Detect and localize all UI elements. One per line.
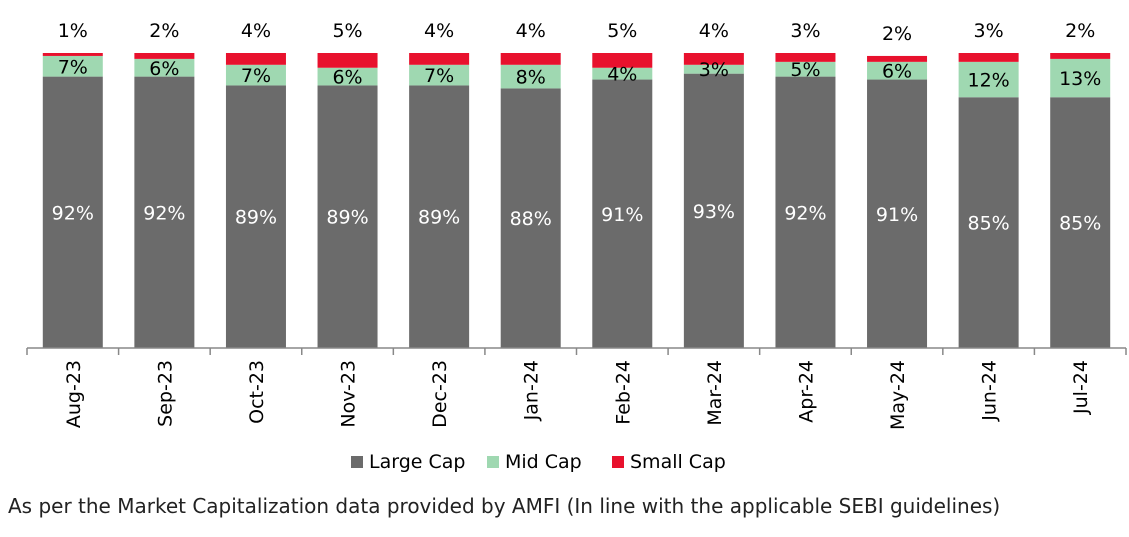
data-label-mid-cap-nov-23: 6% [332, 67, 362, 89]
legend: Large Cap Mid Cap Small Cap [351, 451, 726, 473]
data-label-mid-cap-oct-23: 7% [241, 65, 271, 87]
x-tick-label-dec-23: Dec-23 [429, 360, 451, 428]
data-label-large-cap-jan-24: 88% [510, 208, 552, 230]
bar-large-cap-sep-23 [134, 76, 195, 348]
bar-small-cap-dec-23 [409, 53, 470, 65]
data-label-small-cap-mar-24: 4% [699, 20, 729, 42]
data-label-mid-cap-jul-24: 13% [1059, 68, 1101, 90]
legend-label-small-cap: Small Cap [630, 451, 726, 473]
data-label-mid-cap-feb-24: 4% [607, 64, 637, 86]
data-label-large-cap-dec-23: 89% [418, 207, 460, 229]
data-label-small-cap-sep-23: 2% [149, 20, 179, 42]
legend-label-mid-cap: Mid Cap [505, 451, 582, 473]
x-tick-label-sep-23: Sep-23 [154, 360, 176, 427]
x-tick-label-mar-24: Mar-24 [704, 360, 726, 426]
data-label-small-cap-dec-23: 4% [424, 20, 454, 42]
bar-mid-cap-mar-24 [683, 64, 744, 74]
data-label-mid-cap-may-24: 6% [882, 61, 912, 83]
bar-large-cap-jan-24 [500, 88, 561, 349]
x-tick-label-jan-24: Jan-24 [521, 360, 543, 421]
bar-mid-cap-feb-24 [592, 67, 653, 80]
stacked-bar-chart: 92% 7% 1% 92% 6% 2% 89% 7% 4% 89% 6% 5% 89% 7% 4% 88% 8%… [26, 20, 1127, 473]
bar-large-cap-mar-24 [683, 73, 744, 349]
bar-small-cap-jun-24 [958, 53, 1019, 62]
bar-small-cap-jul-24 [1050, 53, 1111, 59]
x-tick-label-aug-23: Aug-23 [63, 360, 85, 428]
x-tick-label-jun-24: Jun-24 [979, 360, 1001, 422]
bar-mid-cap-apr-24 [775, 61, 836, 77]
bars-group [42, 53, 1111, 349]
data-label-mid-cap-mar-24: 3% [699, 59, 729, 81]
bar-small-cap-may-24 [867, 55, 928, 62]
bar-large-cap-apr-24 [775, 76, 836, 348]
x-tick-label-nov-23: Nov-23 [338, 360, 360, 428]
data-label-mid-cap-jan-24: 8% [516, 67, 546, 89]
x-tick-label-apr-24: Apr-24 [795, 360, 817, 423]
bar-small-cap-nov-23 [317, 53, 378, 68]
data-label-large-cap-oct-23: 89% [235, 207, 277, 229]
bar-mid-cap-aug-23 [42, 55, 103, 77]
data-label-small-cap-may-24: 2% [882, 23, 912, 45]
data-label-large-cap-jun-24: 85% [968, 213, 1010, 235]
bar-mid-cap-may-24 [867, 61, 928, 80]
bar-mid-cap-jun-24 [958, 61, 1019, 98]
data-label-small-cap-apr-24: 3% [790, 20, 820, 42]
bar-large-cap-nov-23 [317, 85, 378, 348]
data-label-mid-cap-apr-24: 5% [790, 59, 820, 81]
bar-small-cap-aug-23 [42, 53, 103, 56]
data-label-large-cap-feb-24: 91% [601, 204, 643, 226]
bar-small-cap-sep-23 [134, 53, 195, 59]
data-label-large-cap-may-24: 91% [876, 204, 918, 226]
bar-small-cap-feb-24 [592, 53, 653, 68]
bar-large-cap-may-24 [867, 79, 928, 349]
data-label-large-cap-aug-23: 92% [52, 202, 94, 224]
data-label-large-cap-apr-24: 92% [784, 202, 826, 224]
legend-swatch-large-cap [351, 456, 363, 468]
legend-swatch-mid-cap [487, 456, 499, 468]
bar-small-cap-oct-23 [225, 53, 286, 65]
bar-large-cap-oct-23 [225, 85, 286, 348]
data-label-small-cap-jun-24: 3% [974, 20, 1004, 42]
bar-mid-cap-nov-23 [317, 67, 378, 86]
data-label-small-cap-jul-24: 2% [1065, 20, 1095, 42]
x-tick-label-jul-24: Jul-24 [1070, 360, 1092, 415]
x-tick-label-feb-24: Feb-24 [612, 360, 634, 425]
bar-small-cap-jan-24 [500, 53, 561, 65]
bar-mid-cap-dec-23 [409, 64, 470, 86]
bar-large-cap-jul-24 [1050, 97, 1111, 348]
data-label-large-cap-jul-24: 85% [1059, 213, 1101, 235]
data-label-large-cap-nov-23: 89% [326, 207, 368, 229]
data-label-large-cap-mar-24: 93% [693, 201, 735, 223]
legend-label-large-cap: Large Cap [369, 451, 465, 473]
x-axis-ticks: Aug-23 Sep-23 Oct-23 Nov-23 Dec-23 Jan-24 Feb-… [26, 348, 1127, 430]
data-label-mid-cap-aug-23: 7% [58, 56, 88, 78]
data-label-small-cap-nov-23: 5% [332, 20, 362, 42]
data-label-large-cap-sep-23: 92% [143, 202, 185, 224]
legend-swatch-small-cap [612, 456, 624, 468]
bar-large-cap-aug-23 [42, 76, 103, 348]
data-labels-group: 92% 7% 1% 92% 6% 2% 89% 7% 4% 89% 6% 5% 89% 7% 4% 88% 8%… [52, 20, 1102, 235]
x-tick-label-oct-23: Oct-23 [246, 360, 268, 424]
bar-large-cap-feb-24 [592, 79, 653, 349]
bar-mid-cap-jul-24 [1050, 58, 1111, 98]
bar-mid-cap-sep-23 [134, 58, 195, 77]
data-label-small-cap-jan-24: 4% [516, 20, 546, 42]
bar-large-cap-dec-23 [409, 85, 470, 348]
data-label-small-cap-aug-23: 1% [58, 20, 88, 42]
data-label-small-cap-oct-23: 4% [241, 20, 271, 42]
bar-large-cap-jun-24 [958, 97, 1019, 348]
data-label-small-cap-feb-24: 5% [607, 20, 637, 42]
bar-mid-cap-oct-23 [225, 64, 286, 86]
x-tick-label-may-24: May-24 [887, 360, 909, 430]
footnote: As per the Market Capitalization data pr… [8, 494, 1001, 518]
bar-small-cap-apr-24 [775, 53, 836, 62]
bar-small-cap-mar-24 [683, 53, 744, 65]
bar-mid-cap-jan-24 [500, 64, 561, 89]
data-label-mid-cap-sep-23: 6% [149, 58, 179, 80]
data-label-mid-cap-jun-24: 12% [968, 70, 1010, 92]
data-label-mid-cap-dec-23: 7% [424, 65, 454, 87]
